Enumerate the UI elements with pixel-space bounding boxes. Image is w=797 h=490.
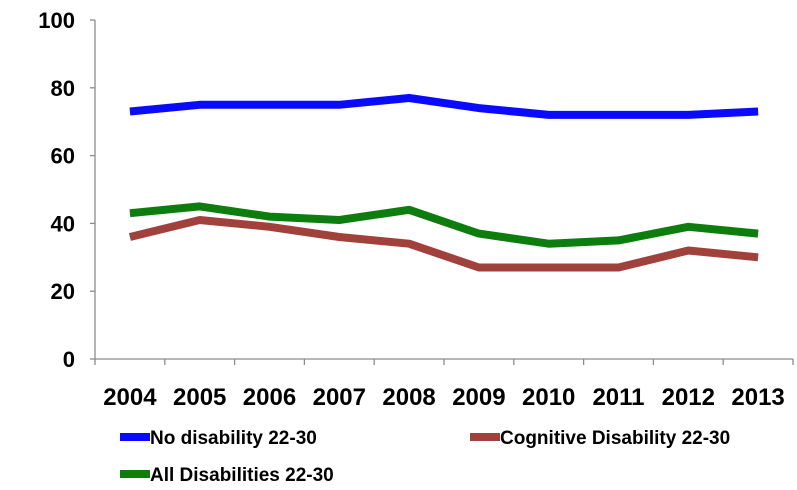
series-lines bbox=[130, 98, 758, 268]
legend: No disability 22-30 Cognitive Disability … bbox=[120, 428, 730, 485]
x-tick-label: 2010 bbox=[522, 384, 575, 411]
legend-label: No disability 22-30 bbox=[150, 428, 317, 449]
series-line-cognitive-disability-22-30 bbox=[130, 220, 758, 268]
x-tick-label: 2007 bbox=[313, 384, 366, 411]
legend-label: All Disabilities 22-30 bbox=[150, 465, 334, 485]
x-axis: 2004 2005 2006 2007 2008 2009 2010 2011 2012 2013 bbox=[95, 359, 793, 411]
x-tick-label: 2011 bbox=[592, 384, 644, 411]
x-tick-label: 2012 bbox=[662, 384, 715, 411]
y-tick-label: 60 bbox=[51, 144, 75, 169]
series-line-no-disability-22-30 bbox=[130, 98, 758, 115]
y-tick-label: 0 bbox=[63, 347, 75, 372]
y-tick-label: 100 bbox=[38, 8, 75, 33]
x-tick-label: 2006 bbox=[243, 384, 296, 411]
y-tick-label: 80 bbox=[51, 76, 75, 101]
x-tick-label: 2008 bbox=[382, 384, 435, 411]
x-tick-label: 2004 bbox=[103, 384, 157, 411]
y-tick-label: 20 bbox=[51, 279, 75, 304]
x-tick-label: 2013 bbox=[731, 384, 784, 411]
x-tick-label: 2009 bbox=[452, 384, 505, 411]
x-tick-label: 2005 bbox=[173, 384, 226, 411]
legend-label: Cognitive Disability 22-30 bbox=[500, 428, 730, 449]
y-tick-label: 40 bbox=[51, 211, 75, 236]
y-axis: 0 20 40 60 80 100 bbox=[38, 8, 95, 372]
